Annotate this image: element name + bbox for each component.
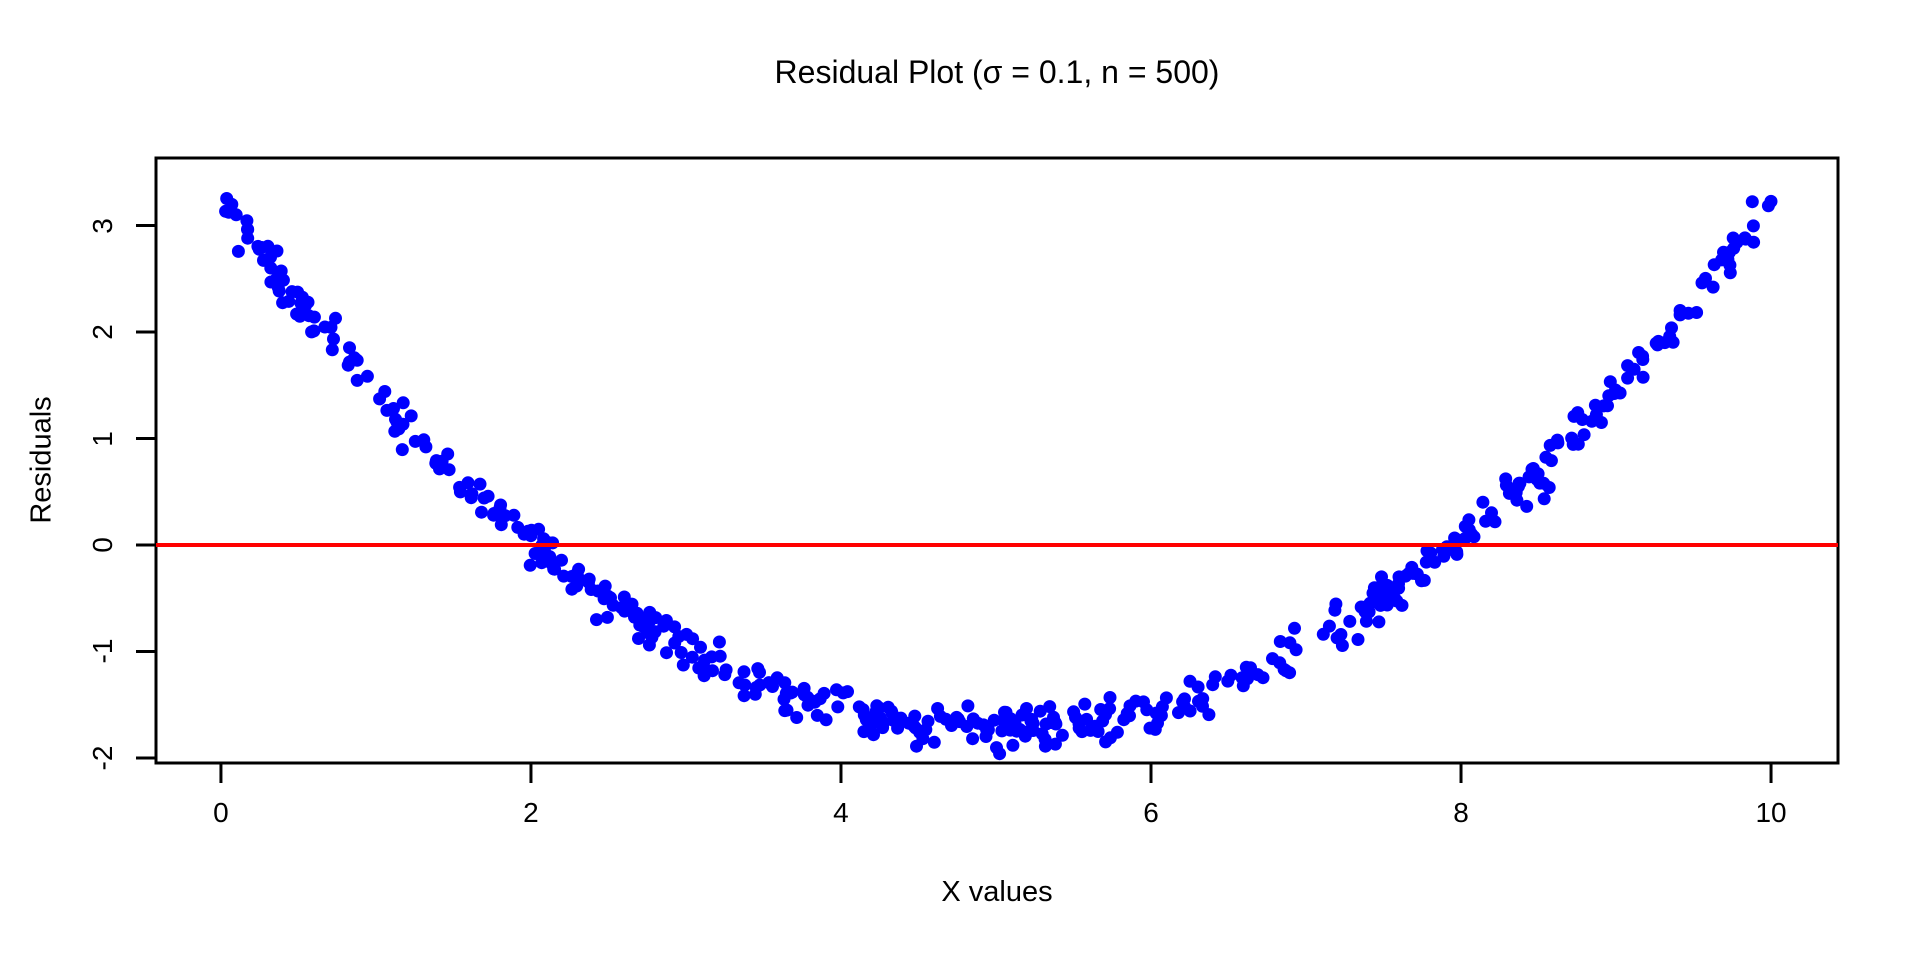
y-tick-label: -2 [87, 745, 118, 771]
plot-border-box [154, 156, 1840, 765]
x-tick-label: 8 [1453, 797, 1469, 828]
y-axis-title: Residuals [25, 396, 58, 524]
x-tick-label: 6 [1143, 797, 1159, 828]
y-tick-label: 3 [87, 217, 118, 234]
x-axis-tick-marks [219, 763, 1773, 783]
x-axis-title: X values [941, 876, 1053, 908]
x-tick-label: 2 [523, 797, 539, 828]
chart-title: Residual Plot (σ = 0.1, n = 500) [774, 54, 1220, 90]
x-tick-label: 4 [833, 797, 849, 828]
x-tick-label: 0 [213, 797, 229, 828]
y-tick-label: 2 [87, 324, 118, 340]
y-tick-label: -1 [87, 639, 118, 664]
x-tick-label: 10 [1755, 797, 1787, 828]
y-axis-tick-marks [136, 224, 156, 760]
y-tick-label: 0 [87, 537, 118, 553]
scatter-points [219, 192, 1778, 761]
y-tick-label: 1 [87, 430, 118, 447]
